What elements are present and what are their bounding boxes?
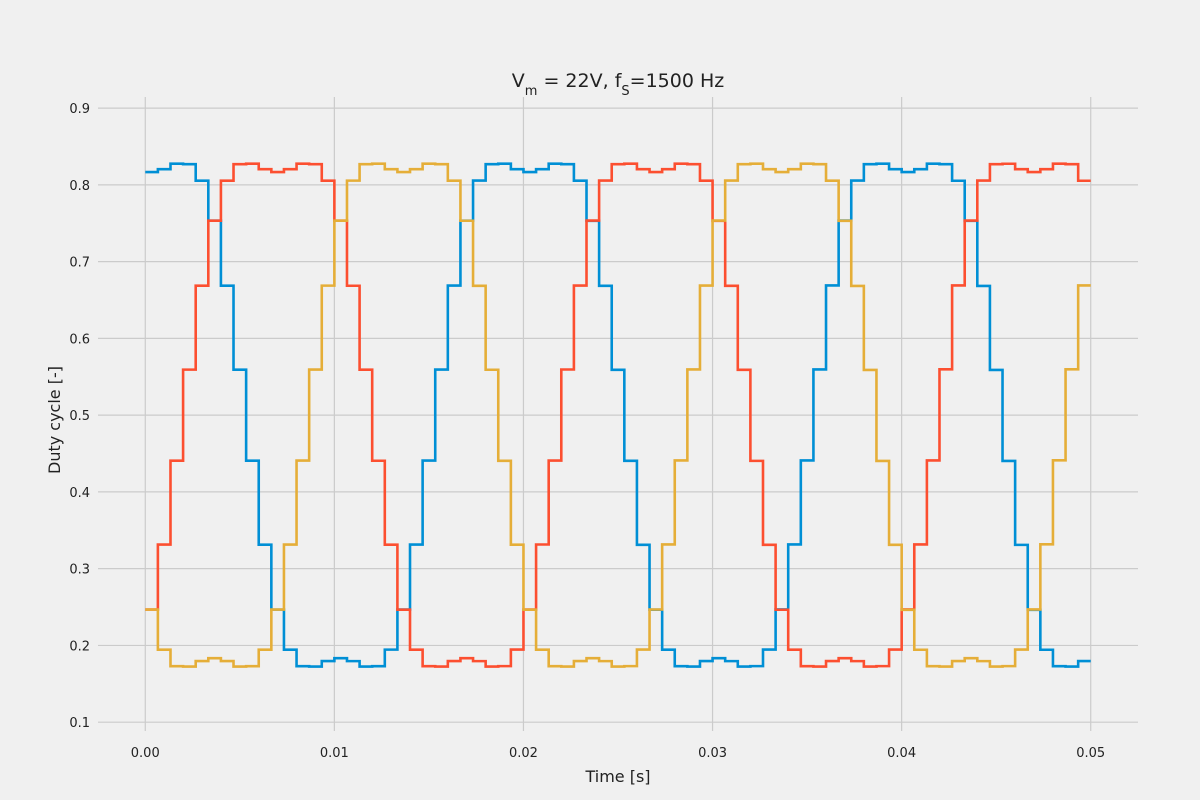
chart-title: Vm = 22V, fS=1500 Hz: [512, 70, 724, 99]
tick-labels: 0.00 0.01 0.02 0.03 0.04 0.05 0.1 0.2 0.3 0.4 0.5 0…: [69, 102, 1105, 761]
y-tick-label: 0.1: [69, 716, 90, 731]
x-tick-label: 0.02: [509, 746, 538, 761]
y-tick-label: 0.6: [69, 332, 90, 347]
x-tick-label: 0.01: [320, 746, 349, 761]
y-axis-label: Duty cycle [-]: [45, 366, 64, 474]
y-tick-label: 0.3: [69, 563, 90, 578]
series-layer: [145, 162, 1091, 668]
x-tick-label: 0.00: [131, 746, 160, 761]
grid-lines: [98, 97, 1138, 731]
x-tick-label: 0.05: [1076, 746, 1105, 761]
x-tick-label: 0.03: [698, 746, 727, 761]
series-line-2: [145, 162, 1091, 668]
series-line-1: [145, 162, 1091, 668]
y-tick-label: 0.8: [69, 179, 90, 194]
y-tick-label: 0.7: [69, 256, 90, 271]
y-tick-label: 0.2: [69, 639, 90, 654]
y-tick-label: 0.5: [69, 409, 90, 424]
x-axis-label: Time [s]: [584, 767, 650, 786]
y-tick-label: 0.9: [69, 102, 90, 117]
x-tick-label: 0.04: [887, 746, 916, 761]
y-tick-label: 0.4: [69, 486, 90, 501]
series-line-3: [145, 162, 1091, 668]
